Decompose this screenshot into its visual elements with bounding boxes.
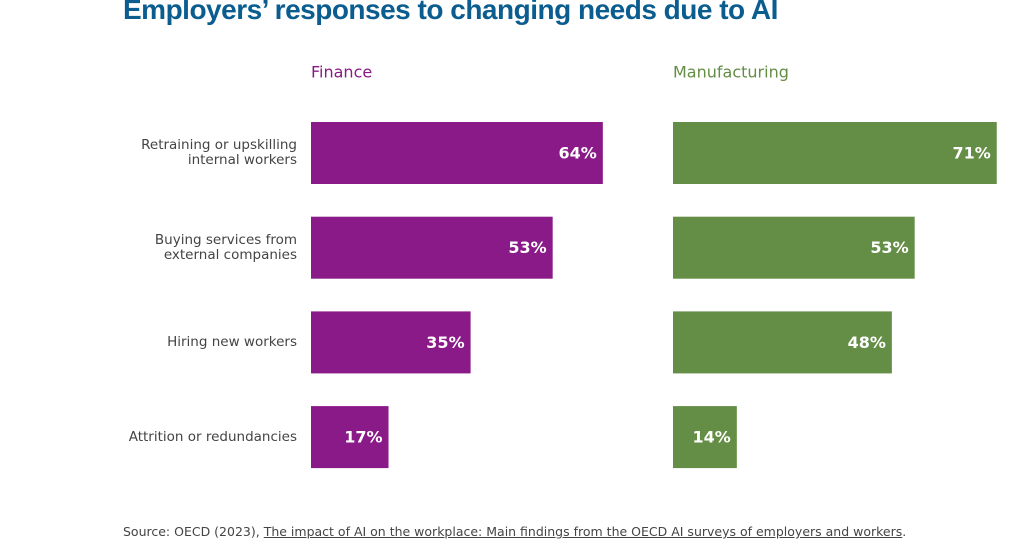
category-label: Buying services from external companies bbox=[154, 231, 297, 263]
category-label: Retraining or upskilling internal worker… bbox=[141, 137, 297, 168]
bar bbox=[673, 216, 915, 279]
bar bbox=[673, 311, 892, 374]
bar bbox=[673, 406, 737, 469]
value-label: 64% bbox=[559, 144, 597, 163]
value-label: 53% bbox=[870, 238, 908, 257]
value-label: 17% bbox=[344, 428, 382, 447]
value-label: 48% bbox=[848, 333, 886, 352]
bar bbox=[311, 406, 389, 469]
panel-title: Manufacturing bbox=[673, 63, 789, 82]
panel-title: Finance bbox=[311, 63, 372, 82]
bar bbox=[311, 216, 553, 279]
bar bbox=[311, 311, 471, 374]
source: Source: OECD (2023), The impact of AI on… bbox=[123, 524, 906, 539]
chart: Finance 64% 53% 35% 17% Manufacturing 71% 53% 48… bbox=[311, 63, 997, 469]
bar bbox=[673, 122, 997, 184]
value-label: 71% bbox=[952, 144, 990, 163]
value-label: 53% bbox=[508, 238, 546, 257]
source-suffix: . bbox=[902, 524, 907, 539]
page-title: Employers’ responses to changing needs d… bbox=[123, 0, 778, 25]
value-label: 14% bbox=[693, 428, 731, 447]
category-label: Hiring new workers bbox=[167, 333, 297, 350]
category-label: Attrition or redundancies bbox=[128, 428, 297, 445]
source-link[interactable]: The impact of AI on the workplace: Main … bbox=[263, 524, 903, 539]
value-label: 35% bbox=[426, 333, 464, 352]
source-prefix: Source: OECD (2023), bbox=[123, 524, 264, 539]
bar bbox=[311, 122, 603, 184]
